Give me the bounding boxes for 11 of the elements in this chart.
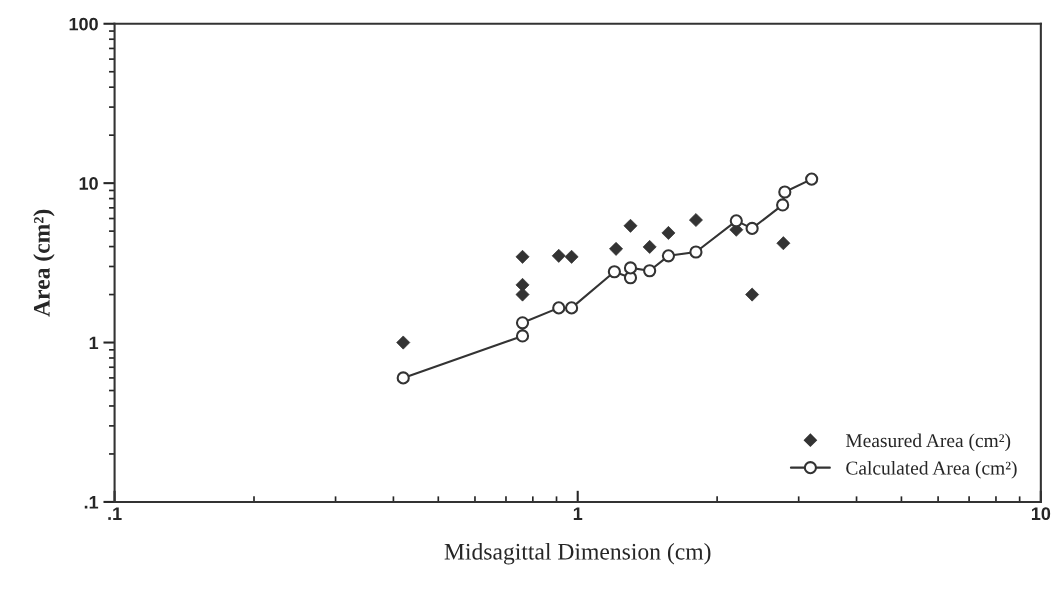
legend-label: Calculated Area (cm²) bbox=[846, 460, 1017, 479]
x-axis-title: Midsagittal Dimension (cm) bbox=[444, 543, 711, 565]
y-axis-title: Area (cm²) bbox=[33, 209, 55, 317]
y-tick-label: 10 bbox=[79, 177, 98, 190]
x-tick-label: 1 bbox=[573, 507, 583, 520]
legend-label: Measured Area (cm²) bbox=[845, 433, 1011, 452]
y-tick-label: 100 bbox=[69, 17, 98, 31]
y-tick-label: 1 bbox=[89, 336, 99, 350]
y-tick-label: .1 bbox=[84, 496, 99, 509]
x-tick-label: .1 bbox=[108, 507, 122, 520]
x-tick-label: 10 bbox=[1031, 507, 1051, 521]
